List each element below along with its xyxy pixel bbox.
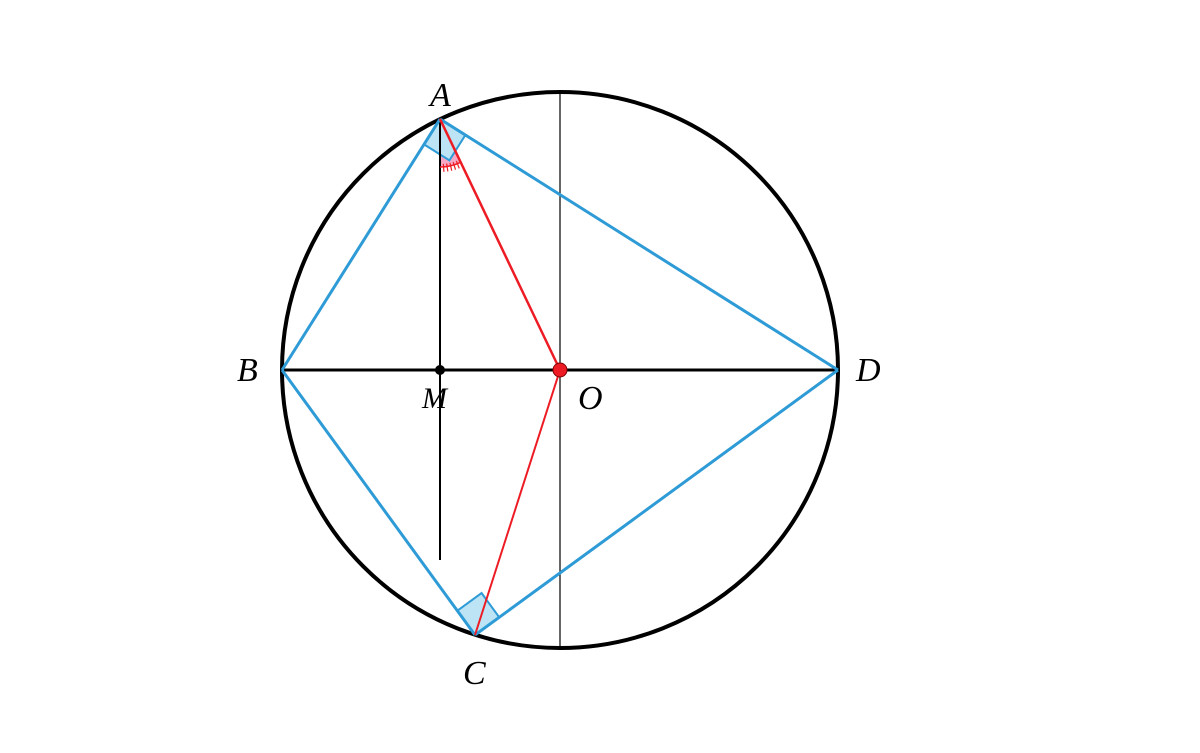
label-D: D [856,352,881,390]
label-C: C [463,655,486,693]
geometry-diagram [0,0,1200,753]
label-A: A [430,77,451,115]
label-B: B [237,352,258,390]
label-M: M [422,382,447,416]
label-O: O [578,380,603,418]
